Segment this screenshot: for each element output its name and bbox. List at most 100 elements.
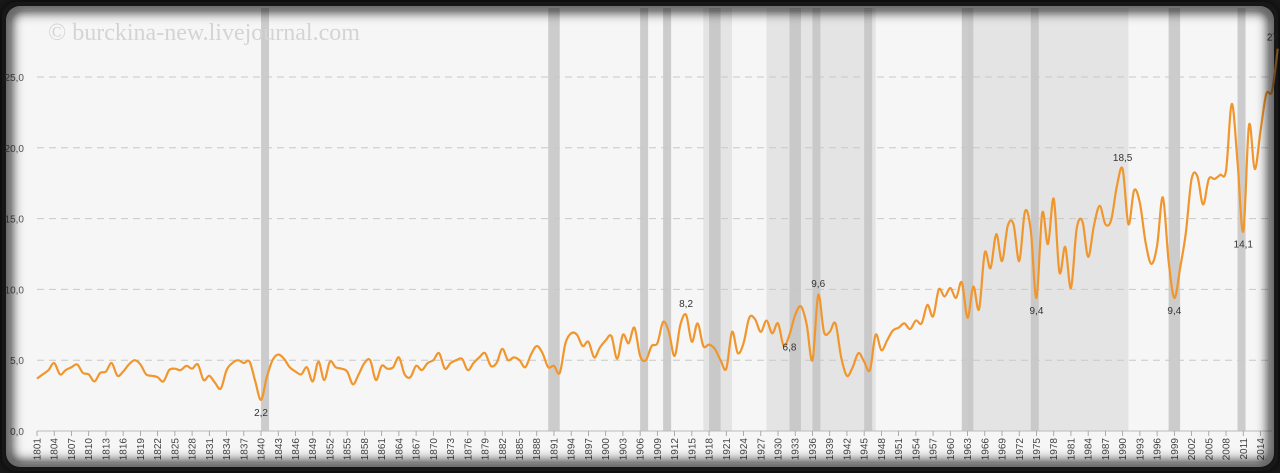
x-tick-label: 1924 bbox=[739, 438, 750, 461]
x-tick-label: 1909 bbox=[653, 438, 664, 461]
data-label: 2,2 bbox=[254, 408, 268, 419]
dark-band bbox=[864, 8, 873, 431]
dark-band bbox=[261, 8, 270, 431]
x-tick-label: 1888 bbox=[532, 438, 543, 461]
x-tick-label: 1831 bbox=[205, 438, 216, 461]
series-group bbox=[36, 48, 1279, 401]
x-tick-label: 1858 bbox=[360, 438, 371, 461]
x-tick-label: 1813 bbox=[101, 438, 112, 461]
x-tick-label: 1981 bbox=[1066, 438, 1077, 461]
x-tick-label: 1873 bbox=[446, 438, 457, 461]
x-tick-label: 2005 bbox=[1204, 438, 1215, 461]
x-tick-label: 1912 bbox=[670, 438, 681, 461]
x-tick-label: 1987 bbox=[1101, 438, 1112, 461]
x-tick-label: 1978 bbox=[1049, 438, 1060, 461]
x-tick-label: 1852 bbox=[325, 438, 336, 461]
x-tick-label: 1975 bbox=[1032, 438, 1043, 461]
x-tick-label: 1921 bbox=[722, 438, 733, 461]
x-tick-label: 1939 bbox=[825, 438, 836, 461]
grid-lines bbox=[37, 76, 1272, 432]
series-line bbox=[36, 48, 1279, 401]
y-tick-label: 5,0 bbox=[10, 356, 24, 367]
dark-band bbox=[1168, 8, 1181, 431]
x-tick-label: 1954 bbox=[911, 438, 922, 461]
x-tick-label: 1816 bbox=[119, 438, 130, 461]
data-label: 14,1 bbox=[1234, 239, 1254, 250]
x-tick-label: 1948 bbox=[877, 438, 888, 461]
watermark-text: © burckina-new.livejournal.com bbox=[48, 20, 360, 46]
x-tick-label: 1861 bbox=[377, 438, 388, 461]
data-label: 9,4 bbox=[1167, 306, 1181, 317]
x-tick-label: 1996 bbox=[1153, 438, 1164, 461]
x-tick-label: 2008 bbox=[1222, 438, 1233, 461]
dark-band bbox=[1030, 8, 1039, 431]
x-tick-label: 1864 bbox=[394, 438, 405, 461]
y-tick-label: 10,0 bbox=[5, 285, 25, 296]
x-tick-label: 1804 bbox=[50, 438, 61, 461]
x-tick-label: 1840 bbox=[257, 438, 268, 461]
x-tick-label: 1879 bbox=[481, 438, 492, 461]
x-tick-label: 1918 bbox=[705, 438, 716, 461]
plot-background bbox=[6, 6, 1274, 467]
x-tick-label: 1999 bbox=[1170, 438, 1181, 461]
y-tick-label: 25,0 bbox=[5, 73, 25, 84]
x-tick-label: 1801 bbox=[33, 438, 44, 461]
dark-band bbox=[812, 8, 821, 431]
x-tick-label: 1933 bbox=[791, 438, 802, 461]
y-tick-label: 15,0 bbox=[5, 215, 25, 226]
x-tick-label: 2011 bbox=[1239, 438, 1250, 460]
x-tick-label: 1876 bbox=[463, 438, 474, 461]
x-tick-label: 1960 bbox=[946, 438, 957, 461]
data-label: 6,8 bbox=[783, 343, 797, 354]
dark-band bbox=[640, 8, 649, 431]
data-label: 18,5 bbox=[1113, 153, 1133, 164]
x-tick-label: 1843 bbox=[274, 438, 285, 461]
x-tick-label: 2014 bbox=[1256, 438, 1267, 461]
x-tick-label: 1846 bbox=[291, 438, 302, 461]
x-tick-label: 1900 bbox=[601, 438, 612, 461]
x-tick-label: 1837 bbox=[239, 438, 250, 461]
x-tick-label: 2002 bbox=[1187, 438, 1198, 461]
data-label: 9,6 bbox=[811, 279, 825, 290]
x-tick-label: 1903 bbox=[618, 438, 629, 461]
y-axis: 0,0 5,0 10,0 15,0 20,0 25,0 bbox=[5, 73, 25, 438]
light-band bbox=[766, 8, 876, 431]
x-tick-label: 1915 bbox=[687, 438, 698, 461]
x-tick-label: 1972 bbox=[1015, 438, 1026, 461]
x-tick-label: 1882 bbox=[498, 438, 509, 461]
x-tick-label: 1867 bbox=[412, 438, 423, 461]
x-tick-label: 1990 bbox=[1118, 438, 1129, 461]
x-tick-label: 1927 bbox=[756, 438, 767, 461]
x-tick-label: 1906 bbox=[636, 438, 647, 461]
x-tick-label: 1885 bbox=[515, 438, 526, 461]
x-tick-label: 1969 bbox=[998, 438, 1009, 461]
y-tick-label: 20,0 bbox=[5, 144, 25, 155]
y-tick-label: 0,0 bbox=[10, 427, 24, 438]
dark-band bbox=[548, 8, 560, 431]
data-label: 9,4 bbox=[1030, 306, 1044, 317]
x-tick-label: 1993 bbox=[1135, 438, 1146, 461]
x-tick-label: 1984 bbox=[1084, 438, 1095, 461]
x-tick-label: 1894 bbox=[567, 438, 578, 461]
x-tick-label: 1942 bbox=[842, 438, 853, 461]
x-tick-label: 1897 bbox=[584, 438, 595, 461]
x-tick-label: 1870 bbox=[429, 438, 440, 461]
dark-band bbox=[709, 8, 721, 431]
dark-band bbox=[789, 8, 801, 431]
x-tick-label: 1891 bbox=[549, 438, 560, 461]
x-tick-label: 1951 bbox=[894, 438, 905, 461]
x-tick-label: 1819 bbox=[136, 438, 147, 461]
x-tick-label: 1930 bbox=[774, 438, 785, 461]
x-tick-label: 1807 bbox=[67, 438, 78, 461]
x-axis: 1801 1804 1807 1810 1813 1816 1819 1822 1825 1828… bbox=[33, 431, 1267, 461]
x-tick-label: 1945 bbox=[860, 438, 871, 461]
x-tick-label: 1855 bbox=[343, 438, 354, 461]
x-tick-label: 1825 bbox=[170, 438, 181, 461]
dark-band bbox=[961, 8, 974, 431]
x-tick-label: 1834 bbox=[222, 438, 233, 461]
data-label: 8,2 bbox=[679, 299, 693, 310]
x-tick-label: 1810 bbox=[84, 438, 95, 461]
